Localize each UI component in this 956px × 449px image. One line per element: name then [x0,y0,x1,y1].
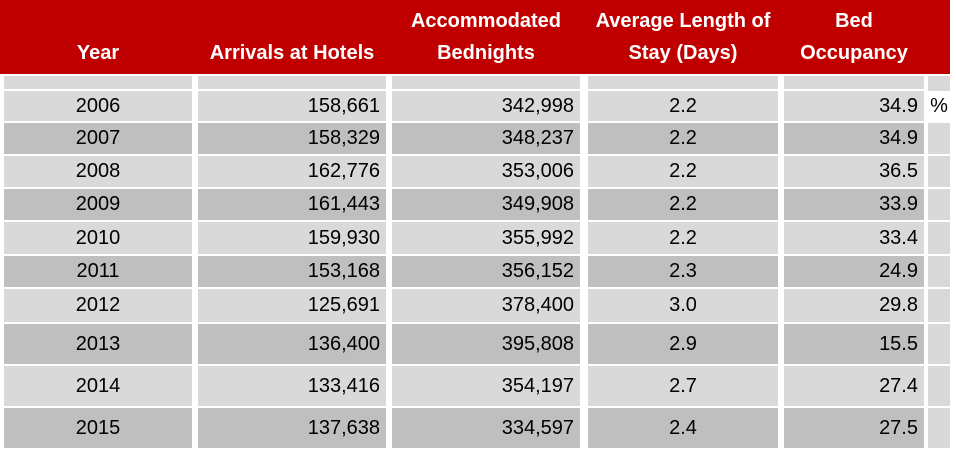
table-cell: 2007 [4,123,192,154]
column-header-line: Year [76,42,120,64]
table-cell: 353,006 [392,156,580,187]
unit-cell [928,324,950,364]
table-cell: 2006 [4,91,192,121]
table-cell: 2.7 [588,366,778,406]
table-cell: 2.2 [588,222,778,254]
unit-cell [928,366,950,406]
table-cell: 33.9 [784,189,924,220]
table-cell: 125,691 [198,289,386,322]
unit-cell [928,408,950,448]
column-header-line: Average Length of [595,10,771,32]
table-cell: 162,776 [198,156,386,187]
column-header: Year [4,0,192,74]
spacer-cell [392,76,580,89]
spacer-cell [588,76,778,89]
table-cell: 137,638 [198,408,386,448]
unit-cell [928,156,950,187]
table-cell: 348,237 [392,123,580,154]
header-bar [0,0,950,74]
column-header-line: Stay (Days) [628,42,738,64]
column-header-line: Arrivals at Hotels [209,42,375,64]
table-cell: 349,908 [392,189,580,220]
table-cell: 2.4 [588,408,778,448]
table-cell: 2011 [4,256,192,287]
table-cell: 2.2 [588,156,778,187]
unit-cell [928,123,950,154]
unit-cell [928,189,950,220]
table-cell: 27.4 [784,366,924,406]
spacer-cell [198,76,386,89]
table-cell: 136,400 [198,324,386,364]
column-header-line: Accommodated [410,10,562,32]
unit-cell [928,222,950,254]
table-cell: 2014 [4,366,192,406]
table-cell: 354,197 [392,366,580,406]
table-cell: 159,930 [198,222,386,254]
unit-label: % [928,91,950,121]
table-cell: 158,661 [198,91,386,121]
unit-cell [928,256,950,287]
spacer-cell [4,76,192,89]
table-cell: 378,400 [392,289,580,322]
table-cell: 2.2 [588,189,778,220]
table-cell: 2008 [4,156,192,187]
table-cell: 133,416 [198,366,386,406]
column-header-line: Bednights [437,42,535,64]
table-cell: 2.2 [588,91,778,121]
table-cell: 29.8 [784,289,924,322]
unit-cell [928,289,950,322]
table-cell: 3.0 [588,289,778,322]
table-cell: 355,992 [392,222,580,254]
spacer-cell [784,76,924,89]
table-cell: 36.5 [784,156,924,187]
column-header: Arrivals at Hotels [198,0,386,74]
table-cell: 153,168 [198,256,386,287]
table-cell: 34.9 [784,123,924,154]
table-cell: 27.5 [784,408,924,448]
table-cell: 2013 [4,324,192,364]
table-cell: 2009 [4,189,192,220]
column-header-line: Occupancy [800,42,908,64]
table-cell: 334,597 [392,408,580,448]
table-cell: 2010 [4,222,192,254]
table-cell: 395,808 [392,324,580,364]
table-cell: 2012 [4,289,192,322]
table-cell: 342,998 [392,91,580,121]
table-cell: 2015 [4,408,192,448]
table-cell: 161,443 [198,189,386,220]
column-header: Accommodated Bednights [392,0,580,74]
table-cell: 24.9 [784,256,924,287]
table-cell: 33.4 [784,222,924,254]
table-cell: 158,329 [198,123,386,154]
column-header: Average Length of Stay (Days) [588,0,778,74]
column-header-line: Bed [835,10,873,32]
table-cell: 2.3 [588,256,778,287]
table-cell: 356,152 [392,256,580,287]
table-cell: 34.9 [784,91,924,121]
table-cell: 2.9 [588,324,778,364]
column-header: Bed Occupancy [784,0,924,74]
table-cell: 15.5 [784,324,924,364]
table-cell: 2.2 [588,123,778,154]
